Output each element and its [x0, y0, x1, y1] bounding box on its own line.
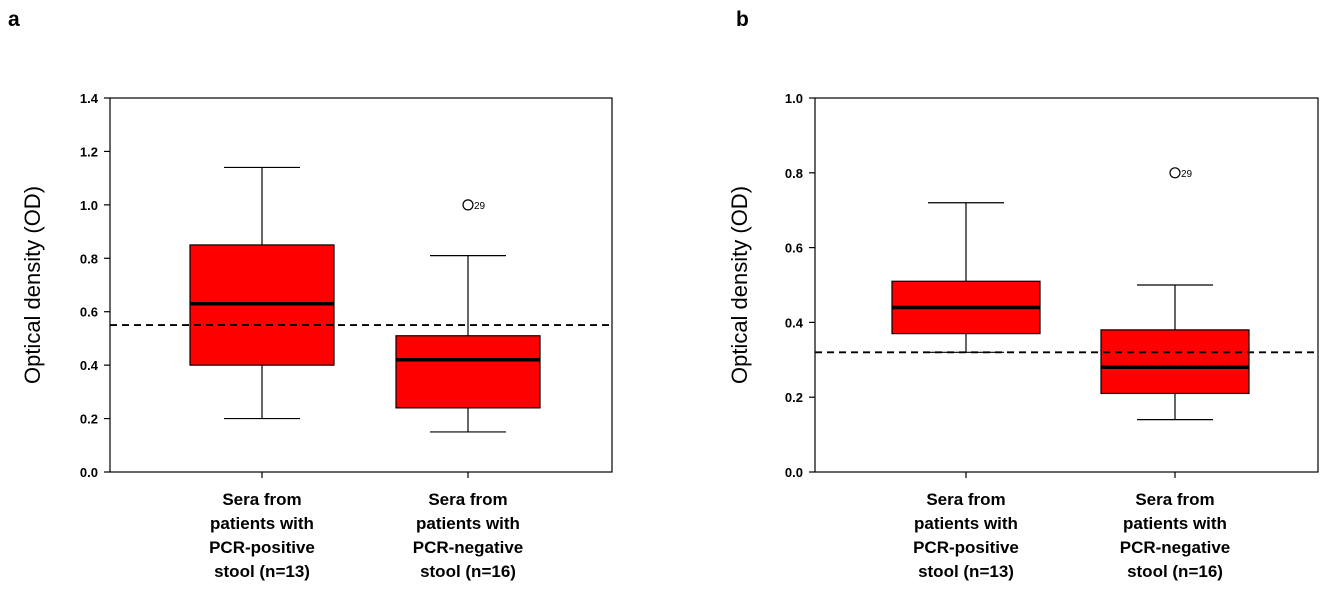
x-category-label: patients with	[1123, 514, 1227, 533]
y-tick-label: 0.8	[80, 251, 98, 266]
outlier-point	[462, 199, 474, 211]
x-category-label: stool (n=13)	[214, 562, 310, 581]
y-axis-label-b: Optical density (OD)	[727, 186, 752, 384]
x-category-label: PCR-positive	[913, 538, 1019, 557]
y-tick-label: 1.0	[785, 91, 803, 106]
x-category-label: Sera from	[428, 490, 507, 509]
x-category-label: stool (n=16)	[1127, 562, 1223, 581]
y-tick-label: 0.8	[785, 166, 803, 181]
y-tick-label: 1.0	[80, 198, 98, 213]
x-category-label: Sera from	[926, 490, 1005, 509]
outlier-label: 29	[1181, 169, 1193, 180]
x-category-label: PCR-negative	[413, 538, 524, 557]
y-tick-label: 0.6	[785, 241, 803, 256]
y-tick-label: 0.4	[785, 315, 804, 330]
y-tick-label: 0.2	[785, 390, 803, 405]
plot-frame-b	[814, 97, 1319, 473]
x-category-label: stool (n=16)	[420, 562, 516, 581]
y-axis-label-a: Optical density (OD)	[20, 186, 45, 384]
x-category-label: stool (n=13)	[918, 562, 1014, 581]
x-category-label: PCR-negative	[1120, 538, 1231, 557]
y-tick-label: 1.4	[80, 91, 99, 106]
outlier-label: 29	[474, 201, 486, 212]
y-tick-label: 0.0	[80, 465, 98, 480]
x-category-label: patients with	[416, 514, 520, 533]
outlier-point	[1169, 167, 1181, 179]
y-tick-label: 0.6	[80, 305, 98, 320]
x-category-label: Sera from	[222, 490, 301, 509]
x-category-label: patients with	[210, 514, 314, 533]
y-tick-label: 0.0	[785, 465, 803, 480]
y-tick-label: 0.2	[80, 412, 98, 427]
panel-label-a: a	[8, 8, 20, 31]
box-iqr	[395, 335, 541, 409]
x-category-label: PCR-positive	[209, 538, 315, 557]
x-category-label: Sera from	[1135, 490, 1214, 509]
x-category-label: patients with	[914, 514, 1018, 533]
box-iqr	[1100, 329, 1250, 395]
panel-label-b: b	[736, 8, 749, 31]
plot-frame-a	[109, 97, 613, 473]
y-tick-label: 0.4	[80, 358, 99, 373]
y-tick-label: 1.2	[80, 144, 98, 159]
